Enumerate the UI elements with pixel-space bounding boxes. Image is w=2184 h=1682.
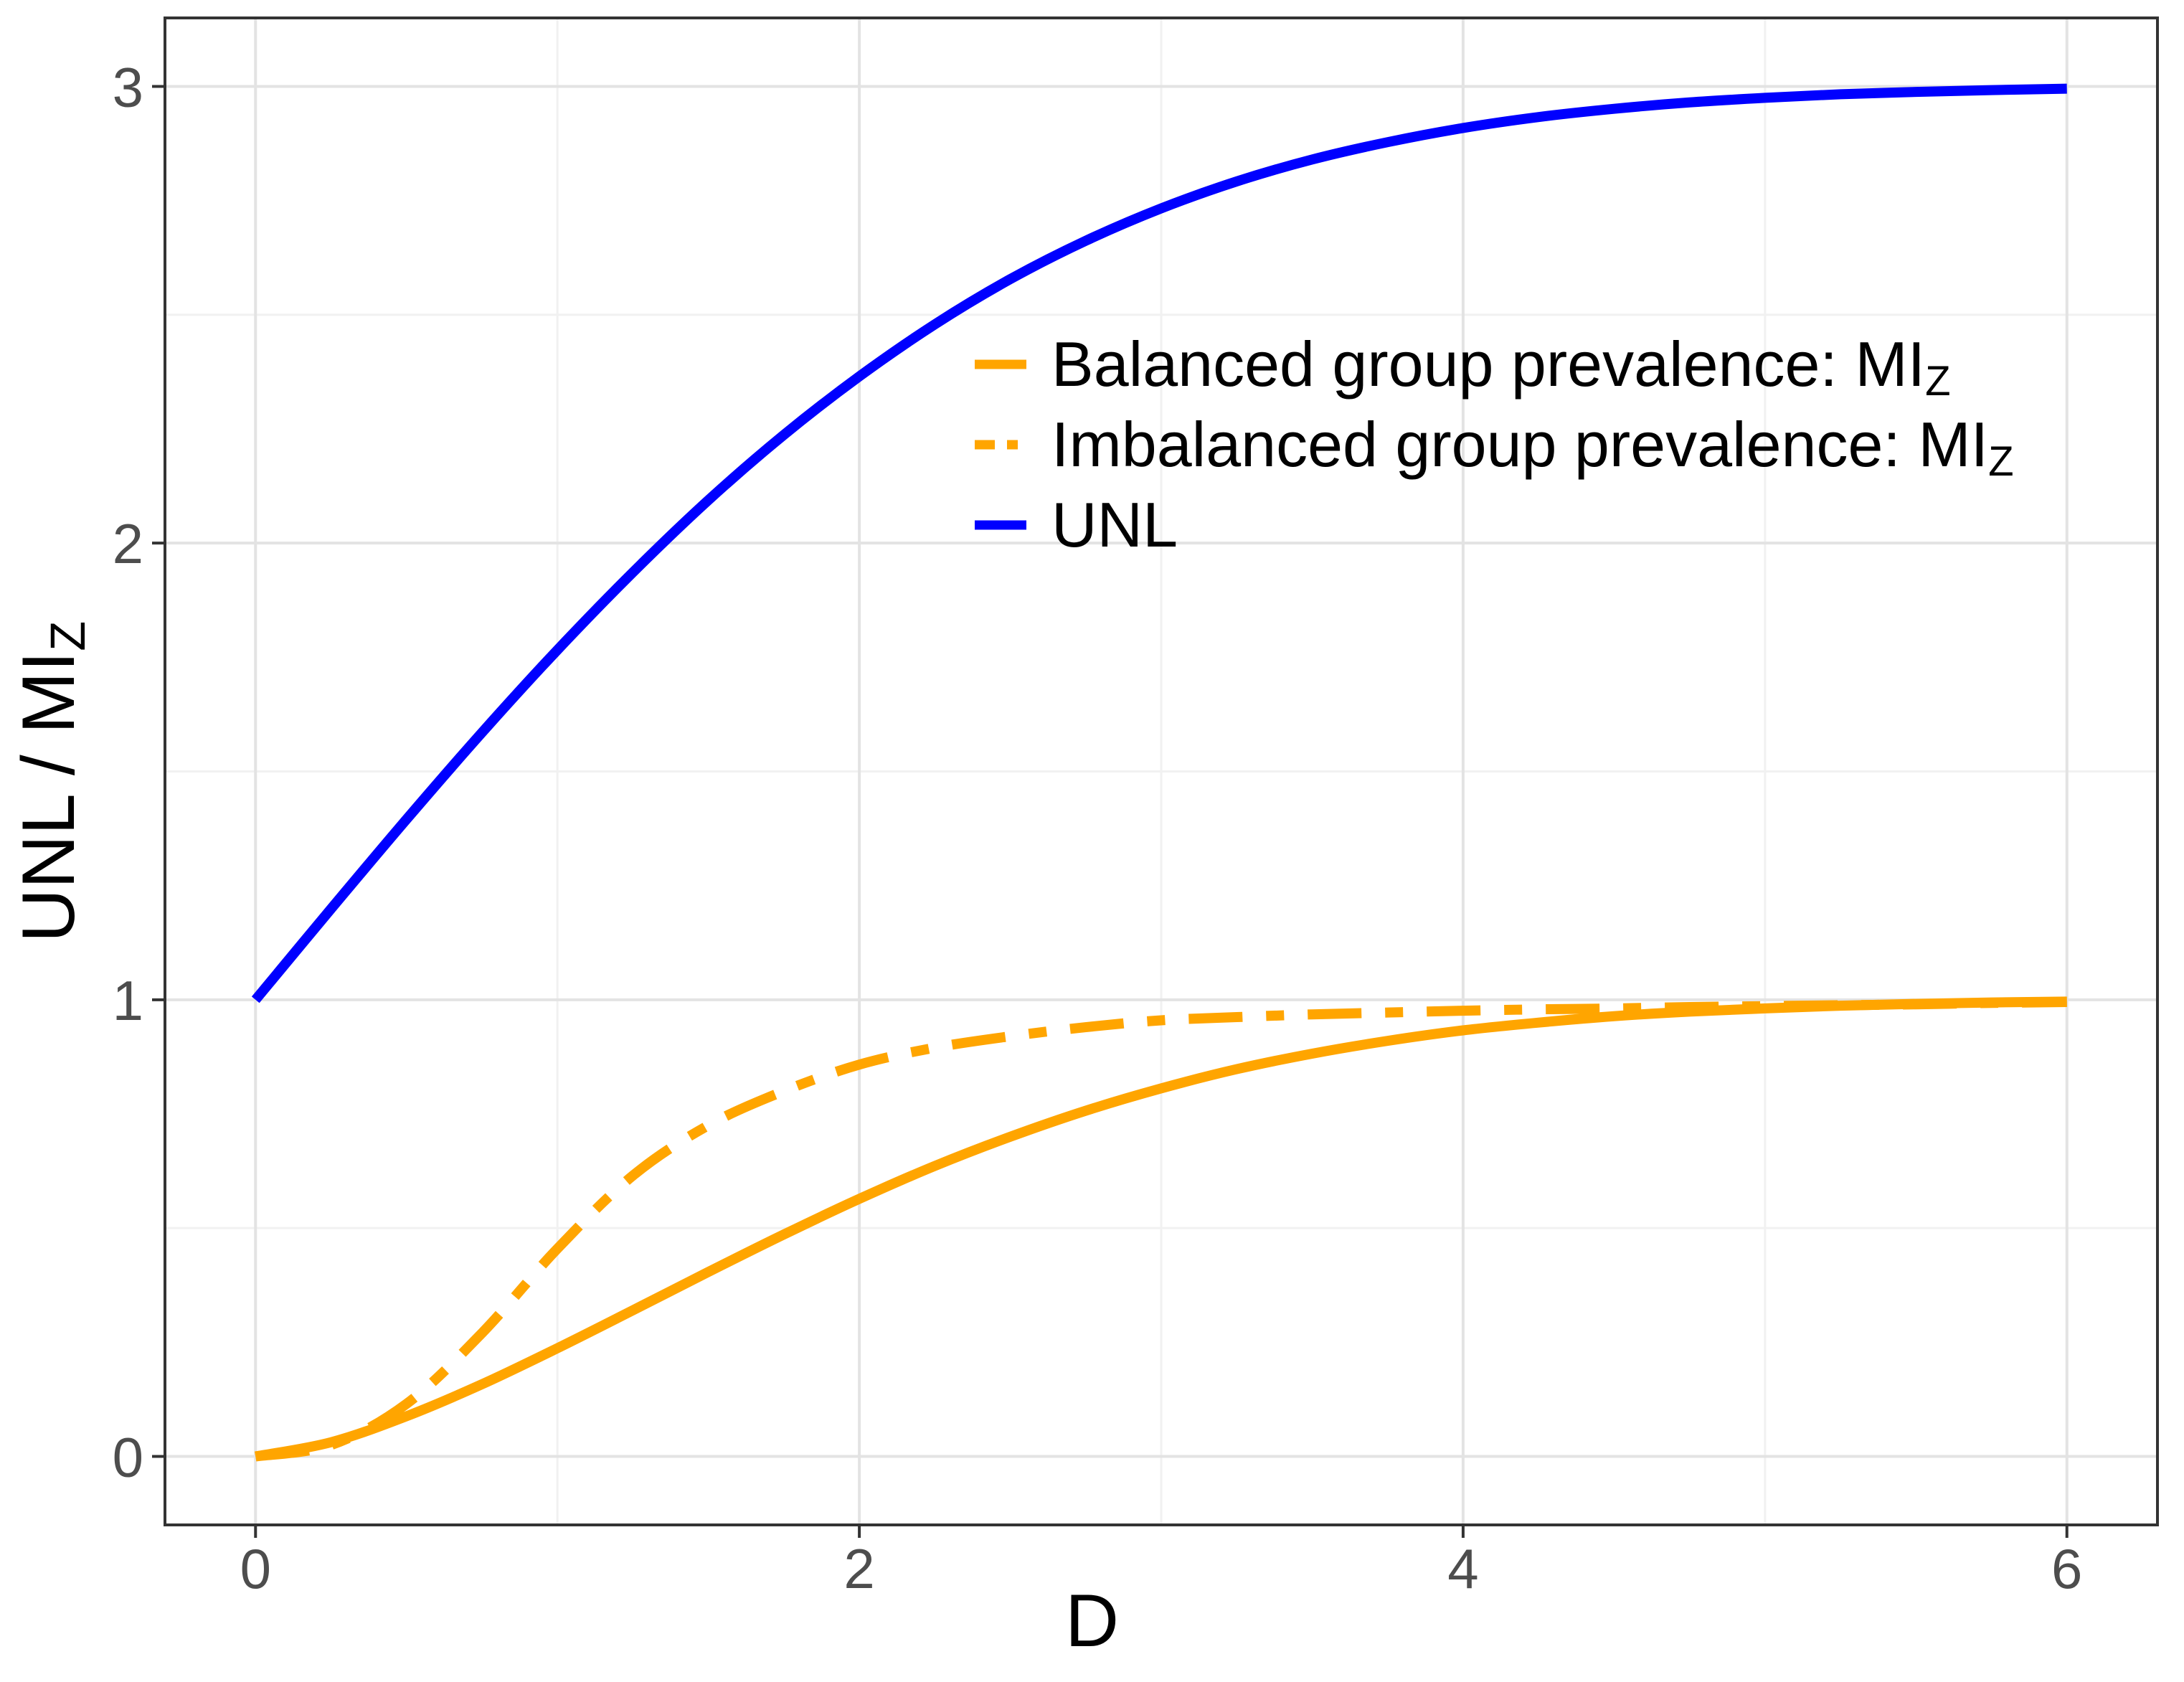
series-curve-solid-FFA500 <box>254 996 2067 1462</box>
legend-label-imbalanced: Imbalanced group prevalence: MIZ <box>1051 409 2014 485</box>
legend-entry-unl: UNL <box>974 485 2014 565</box>
y-tick-label: 2 <box>113 512 143 575</box>
legend-entry-balanced: Balanced group prevalence: MIZ <box>974 324 2014 405</box>
series-curve-solid-0000FF <box>251 83 2067 1003</box>
y-tick-label: 1 <box>113 969 143 1032</box>
y-axis-title-text: UNL / MI <box>7 651 90 943</box>
legend-key-balanced-line-icon <box>975 359 1026 369</box>
x-tick-label: 2 <box>843 1537 874 1600</box>
legend-label-unl: UNL <box>1051 489 1178 560</box>
x-tick-label: 4 <box>1447 1537 1478 1600</box>
y-axis-title-subscript: Z <box>40 620 96 651</box>
series-curve-dashdot-FFA500 <box>255 997 2067 1462</box>
y-tick-label: 3 <box>113 56 143 119</box>
legend-key-unl-line-icon <box>975 520 1026 530</box>
x-tick-label: 0 <box>240 1537 271 1600</box>
legend: Balanced group prevalence: MIZ Imbalance… <box>974 324 2014 565</box>
x-tick-label: 6 <box>2051 1537 2082 1600</box>
y-tick-label: 0 <box>113 1426 143 1489</box>
x-axis-title: D <box>1064 1579 1120 1663</box>
legend-label-balanced: Balanced group prevalence: MIZ <box>1051 329 1951 405</box>
legend-entry-imbalanced: Imbalanced group prevalence: MIZ <box>974 405 2014 485</box>
legend-key-imbalanced-dashdot-icon <box>975 440 1026 450</box>
panel-border <box>164 16 2159 1526</box>
y-axis-title: UNL / MIZ <box>4 459 96 1105</box>
